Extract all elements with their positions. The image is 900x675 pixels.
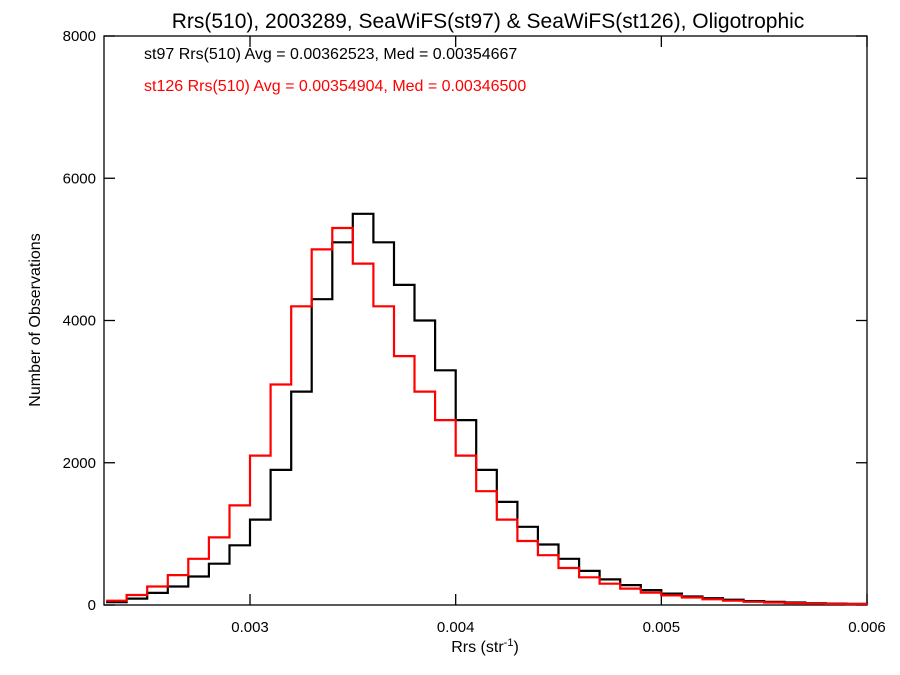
x-tick-label: 0.003	[231, 619, 269, 636]
y-axis: 0 2000 4000 6000 8000	[63, 28, 867, 614]
legend-st126: st126 Rrs(510) Avg = 0.00354904, Med = 0…	[144, 78, 526, 95]
plot-frame	[103, 35, 868, 606]
y-tick-label: 8000	[63, 28, 96, 45]
x-axis-title: Rrs (str-1)	[451, 637, 519, 656]
x-tick-label: 0.005	[643, 619, 681, 636]
series-layer	[106, 212, 869, 606]
x-tick-label: 0.006	[848, 619, 886, 636]
y-axis-title: Number of Observations	[27, 233, 44, 406]
y-tick-label: 0	[88, 597, 96, 614]
legend-st97: st97 Rrs(510) Avg = 0.00362523, Med = 0.…	[144, 46, 517, 63]
x-tick-label: 0.004	[437, 619, 475, 636]
y-tick-label: 2000	[63, 455, 96, 472]
y-tick-label: 4000	[63, 313, 96, 330]
x-axis-title-main: Rrs (str	[451, 639, 504, 656]
series-line-st126	[106, 226, 869, 606]
chart-title: Rrs(510), 2003289, SeaWiFS(st97) & SeaWi…	[172, 10, 805, 33]
y-tick-label: 6000	[63, 170, 96, 187]
series-line-st97	[106, 212, 869, 605]
x-axis-title-end: )	[513, 639, 518, 656]
x-axis-title-sup: -1	[504, 637, 514, 649]
